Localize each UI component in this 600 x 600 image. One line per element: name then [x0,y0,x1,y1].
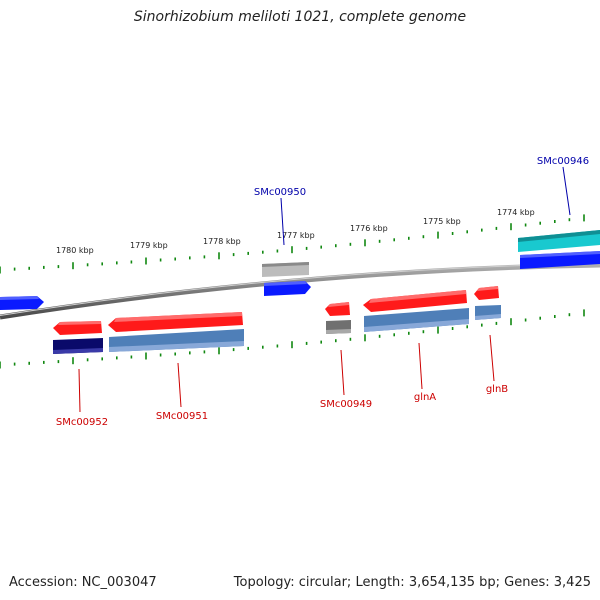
topology-label: Topology: [233,575,295,590]
ruler-label: 1779 kbp [130,241,168,250]
length-value: 3,654,135 bp [408,575,496,590]
cds-block-smc00951[interactable] [109,329,244,352]
genes-label: Genes: [504,575,550,590]
gene-arrow-smc00952[interactable] [53,321,102,335]
gene-arrow[interactable] [0,296,44,310]
callout-line-smc00951 [177,362,182,408]
ruler-ticks-top [0,214,585,274]
gene-arrow-glnb[interactable] [474,286,499,300]
ruler-label: 1777 kbp [277,231,315,240]
callout-line-smc00949 [340,349,345,396]
callout-line-glnb [489,334,495,382]
length-label: Length: [355,575,405,590]
gene-label-smc00951: SMc00951 [156,411,208,422]
separator: ; [495,575,501,590]
ruler-label: 1780 kbp [56,246,94,255]
cds-block-glna[interactable] [364,308,469,332]
gene-label-glnb: glnB [486,384,508,395]
topology-value: circular [298,575,347,590]
gene-label-smc00950: SMc00950 [254,187,306,198]
gene-arrow-smc00949[interactable] [325,302,350,316]
cds-block-glnb[interactable] [475,305,501,320]
genome-backbone [0,262,600,320]
callout-line-glna [418,342,423,390]
separator: ; [346,575,352,590]
gene-label-smc00946: SMc00946 [537,156,589,167]
cds-block-smc00952[interactable] [53,338,103,354]
cds-block-smc00949[interactable] [326,320,351,334]
accession-value: NC_003047 [81,575,157,590]
gene-arrow-smc00946[interactable] [520,251,600,269]
gene-label-smc00949: SMc00949 [320,399,372,410]
gene-arrow-glna[interactable] [363,290,467,312]
cds-block-smc00950[interactable] [262,262,309,277]
genome-backbone-highlight [0,263,600,316]
ruler-ticks-bottom [0,309,585,369]
gene-label-glna: glnA [414,392,436,403]
gene-arrow-smc00950[interactable] [264,281,311,296]
accession-info: Accession: NC_003047 [9,575,157,590]
accession-label: Accession: [9,575,78,590]
callout-line-smc00952 [78,368,81,413]
callout-line-smc00950 [280,197,285,246]
genes-value: 3,425 [553,575,591,590]
ruler-label: 1778 kbp [203,237,241,246]
genome-stats: Topology: circular; Length: 3,654,135 bp… [234,575,591,590]
ruler-label: 1776 kbp [350,224,388,233]
ruler-label: 1774 kbp [497,208,535,217]
map-title: Sinorhizobium meliloti 1021, complete ge… [133,9,467,25]
gene-label-smc00952: SMc00952 [56,417,108,428]
ruler-label: 1775 kbp [423,217,461,226]
callout-line-smc00946 [562,166,571,216]
cds-block-smc00946[interactable] [518,230,600,252]
gene-arrow-smc00951[interactable] [108,312,243,332]
